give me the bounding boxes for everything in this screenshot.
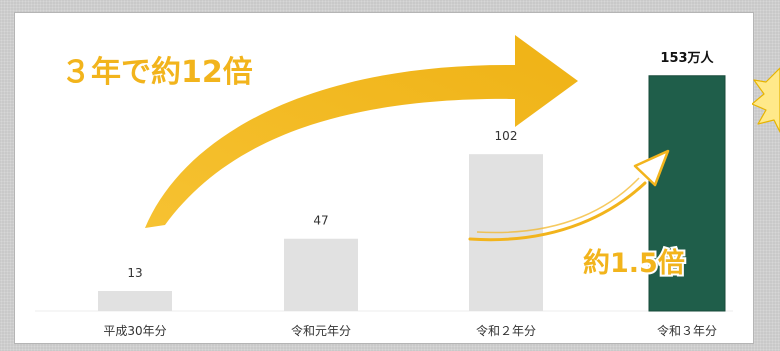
category-label-2: 令和元年分: [291, 323, 351, 338]
annotation-growth-1-5x: 約1.5倍: [583, 247, 685, 279]
category-label-1: 平成30年分: [103, 324, 166, 338]
value-label-2: 47: [313, 214, 328, 228]
value-label-1: 13: [127, 266, 142, 280]
value-label-4: 153万人: [660, 50, 714, 66]
starburst-icon: [752, 67, 780, 133]
category-label-4: 令和３年分: [657, 323, 717, 338]
growth-arrow-icon: [145, 35, 578, 228]
swoosh-arrowhead-icon: [633, 149, 670, 187]
swoosh-arrow-icon-outline: [476, 177, 640, 234]
bar-4: [648, 75, 726, 312]
bar-2: [284, 238, 358, 311]
annotation-growth-12x: ３年で約12倍: [61, 55, 253, 90]
bar-1: [98, 291, 172, 311]
chart-panel: 13 平成30年分 47 令和元年分 102 令和２年分 153万人令和３年分 ３年で約12…: [14, 12, 754, 344]
value-label-3: 102: [495, 129, 518, 143]
category-label-3: 令和２年分: [476, 323, 536, 338]
swoosh-arrow-icon: [468, 181, 647, 242]
